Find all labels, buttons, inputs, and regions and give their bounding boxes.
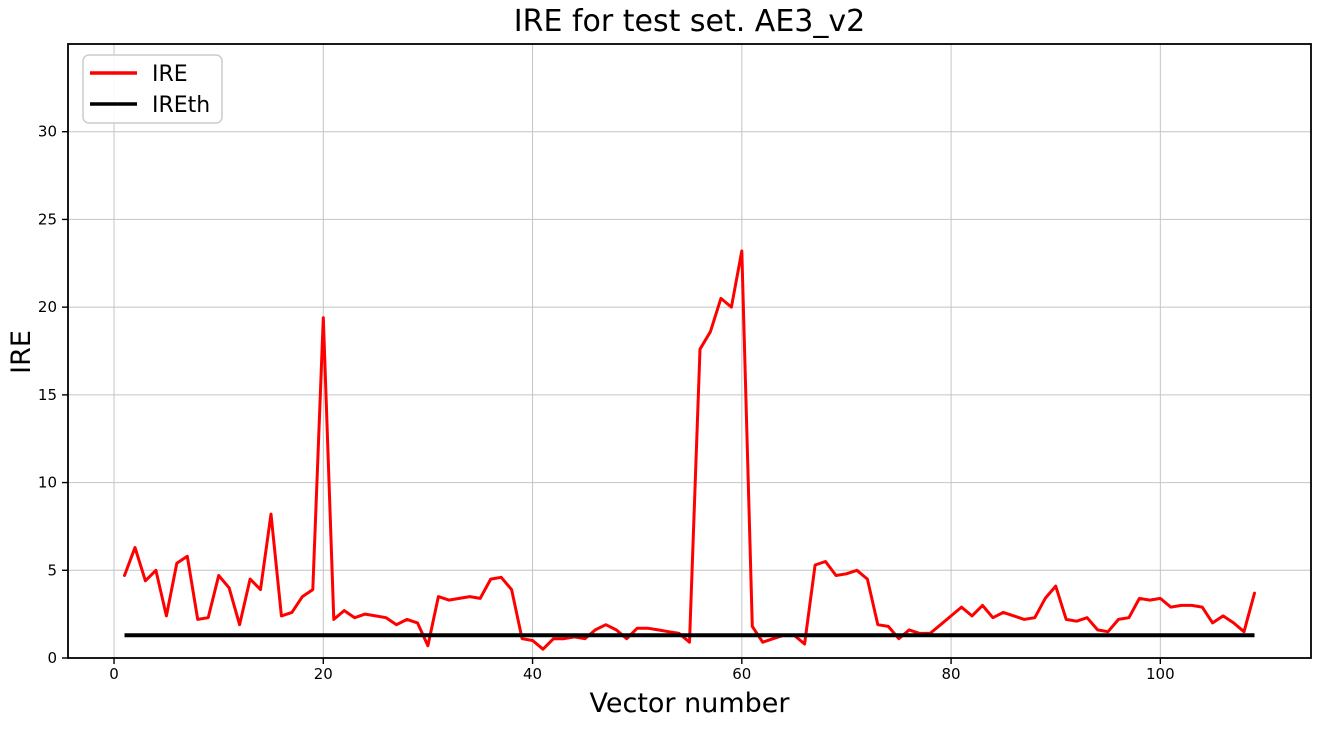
legend-item-ire: IRE xyxy=(90,62,188,87)
y-axis-label: IRE xyxy=(6,330,37,374)
y-tick-label: 15 xyxy=(38,386,57,404)
ire-line xyxy=(123,249,1256,651)
chart-title: IRE for test set. AE3_v2 xyxy=(514,4,865,39)
legend: IRE IREth xyxy=(82,54,223,124)
y-tick-label: 0 xyxy=(47,649,57,667)
x-tick-labels: 0 20 40 60 80 100 xyxy=(109,665,1174,683)
x-axis-label: Vector number xyxy=(590,688,791,719)
legend-item-ireth: IREth xyxy=(90,93,210,118)
y-tick-label: 30 xyxy=(38,123,57,141)
y-tick-label: 10 xyxy=(38,474,57,492)
x-tick-label: 20 xyxy=(314,665,333,683)
y-tick-labels: 0 5 10 15 20 25 30 xyxy=(38,123,57,667)
plot-area-border xyxy=(67,43,1312,659)
grid-lines xyxy=(68,44,1311,659)
y-tick-label: 25 xyxy=(38,210,57,228)
legend-ireth-label: IREth xyxy=(152,93,210,118)
y-tick-label: 20 xyxy=(38,298,57,316)
y-tick-label: 5 xyxy=(47,561,57,579)
legend-ire-label: IRE xyxy=(152,62,188,87)
x-tick-label: 60 xyxy=(732,665,751,683)
x-tick-label: 100 xyxy=(1146,665,1175,683)
x-tick-label: 80 xyxy=(942,665,961,683)
axis-ticks xyxy=(62,131,1162,664)
x-tick-label: 40 xyxy=(523,665,542,683)
x-tick-label: 0 xyxy=(109,665,119,683)
